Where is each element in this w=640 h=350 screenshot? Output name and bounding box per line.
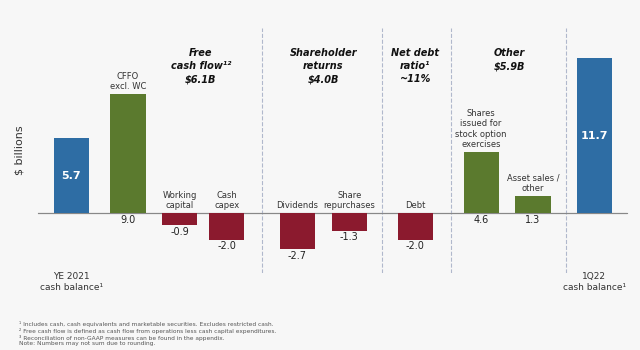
- Bar: [280, 214, 315, 249]
- Text: Dividends: Dividends: [276, 201, 319, 210]
- Text: ¹ Includes cash, cash equivalents and marketable securities. Excludes restricted: ¹ Includes cash, cash equivalents and ma…: [19, 321, 276, 346]
- Text: -1.3: -1.3: [340, 232, 358, 242]
- Text: CFFO
excl. WC: CFFO excl. WC: [109, 71, 146, 91]
- Text: Share
repurchases: Share repurchases: [323, 191, 375, 210]
- Bar: [577, 58, 612, 214]
- Bar: [463, 153, 499, 214]
- Text: 4.6: 4.6: [474, 215, 489, 225]
- Text: Free
cash flow¹²
$6.1B: Free cash flow¹² $6.1B: [171, 48, 231, 84]
- Bar: [397, 214, 433, 240]
- Bar: [110, 94, 145, 214]
- Text: Cash
capex: Cash capex: [214, 191, 239, 210]
- Text: 9.0: 9.0: [120, 215, 136, 225]
- Text: -2.7: -2.7: [288, 251, 307, 261]
- Text: -0.9: -0.9: [170, 227, 189, 237]
- Text: $ billions: $ billions: [14, 126, 24, 175]
- Text: Other
$5.9B: Other $5.9B: [493, 48, 525, 71]
- Bar: [515, 196, 550, 214]
- Bar: [54, 138, 89, 214]
- Bar: [162, 214, 197, 225]
- Text: Shareholder
returns
$4.0B: Shareholder returns $4.0B: [290, 48, 357, 84]
- Text: -2.0: -2.0: [406, 241, 425, 252]
- Text: Asset sales /
other: Asset sales / other: [507, 174, 559, 193]
- Text: 5.7: 5.7: [61, 171, 81, 181]
- Text: Working
capital: Working capital: [163, 191, 197, 210]
- Text: 11.7: 11.7: [580, 131, 608, 141]
- Text: Net debt
ratio¹
~11%: Net debt ratio¹ ~11%: [391, 48, 439, 84]
- Bar: [209, 214, 244, 240]
- Text: Debt: Debt: [405, 201, 426, 210]
- Text: 1Q22
cash balance¹: 1Q22 cash balance¹: [563, 272, 626, 292]
- Bar: [332, 214, 367, 231]
- Text: YE 2021
cash balance¹: YE 2021 cash balance¹: [40, 272, 103, 292]
- Text: 1.3: 1.3: [525, 215, 541, 225]
- Text: -2.0: -2.0: [218, 241, 236, 252]
- Text: Shares
issued for
stock option
exercises: Shares issued for stock option exercises: [456, 109, 507, 149]
